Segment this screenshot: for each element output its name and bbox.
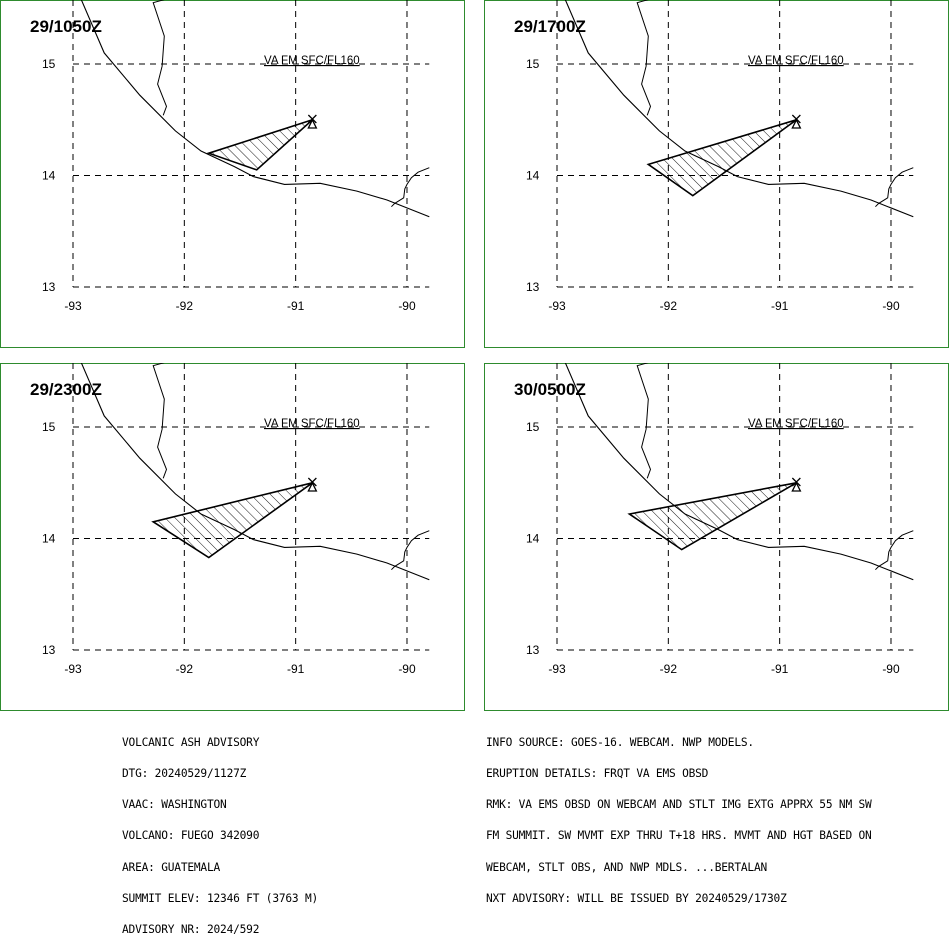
lon-tick-label: -93 xyxy=(64,299,82,313)
map-layer xyxy=(556,363,914,651)
map-canvas: 15 14 13 -93 -92 -91 -90 VA FM SFC/FL160 xyxy=(484,0,949,348)
border-mexico-guatemala xyxy=(152,363,168,479)
border-mexico-guatemala xyxy=(152,0,168,116)
ash-cloud-polygon xyxy=(646,119,797,197)
lat-tick-label: 13 xyxy=(42,643,56,657)
panel-frame xyxy=(0,363,465,711)
border-mexico-guatemala xyxy=(636,363,652,479)
advisory-line: VOLCANIC ASH ADVISORY xyxy=(122,735,260,749)
panel-time-label: 30/0500Z xyxy=(514,380,586,399)
map-layer xyxy=(556,0,914,288)
lon-tick-label: -90 xyxy=(882,662,900,676)
map-layer xyxy=(72,363,430,651)
volcano-triangle-icon xyxy=(791,118,802,129)
lat-tick-label: 15 xyxy=(526,420,540,434)
advisory-info-right: INFO SOURCE: GOES-16. WEBCAM. NWP MODELS… xyxy=(486,717,872,915)
advisory-line: SUMMIT ELEV: 12346 FT (3763 M) xyxy=(122,891,319,905)
volcano-icon xyxy=(307,477,318,492)
volcano-icon xyxy=(791,114,802,129)
lon-tick-label: -92 xyxy=(660,662,678,676)
lon-tick-label: -91 xyxy=(771,662,789,676)
panel-frame xyxy=(0,0,465,348)
lon-tick-label: -93 xyxy=(548,299,566,313)
va-height-label: VA FM SFC/FL160 xyxy=(748,418,844,430)
volcano-icon xyxy=(307,114,318,129)
advisory-line: FM SUMMIT. SW MVMT EXP THRU T+18 HRS. MV… xyxy=(486,829,872,843)
coastline xyxy=(80,363,430,581)
lon-tick-label: -90 xyxy=(398,299,416,313)
volcano-x-icon xyxy=(791,114,801,124)
lon-tick-label: -90 xyxy=(398,662,416,676)
map-canvas: 15 14 13 -93 -92 -91 -90 VA FM SFC/FL160 xyxy=(0,363,465,711)
va-height-label: VA FM SFC/FL160 xyxy=(748,55,844,67)
ash-cloud-polygon xyxy=(627,482,797,551)
volcano-triangle-icon xyxy=(307,118,318,129)
map-layer xyxy=(72,0,430,288)
advisory-line: VOLCANO: FUEGO 342090 xyxy=(122,829,260,843)
volcano-triangle-icon xyxy=(791,481,802,492)
ash-cloud-polygon xyxy=(206,119,313,171)
lat-tick-label: 14 xyxy=(42,169,56,183)
advisory-line: VAAC: WASHINGTON xyxy=(122,798,227,812)
advisory-line: NXT ADVISORY: WILL BE ISSUED BY 20240529… xyxy=(486,891,787,905)
panel-frame xyxy=(484,0,949,348)
border-guatemala-elsalvador xyxy=(875,530,914,571)
lat-tick-label: 14 xyxy=(526,532,540,546)
lat-tick-label: 13 xyxy=(526,643,540,657)
lon-tick-label: -91 xyxy=(287,299,305,313)
map-panel-3: 15 14 13 -93 -92 -91 -90 VA FM SFC/FL160 29/2300… xyxy=(0,363,465,711)
lon-tick-label: -93 xyxy=(548,662,566,676)
lat-tick-label: 13 xyxy=(42,280,56,294)
lat-tick-label: 14 xyxy=(42,532,56,546)
lon-tick-label: -92 xyxy=(176,662,194,676)
border-guatemala-elsalvador xyxy=(875,167,914,208)
coastline xyxy=(80,0,430,218)
map-canvas: 15 14 13 -93 -92 -91 -90 VA FM SFC/FL160 xyxy=(484,363,949,711)
lon-tick-label: -91 xyxy=(287,662,305,676)
lat-tick-label: 15 xyxy=(526,57,540,71)
lon-tick-label: -92 xyxy=(176,299,194,313)
map-panel-2: 15 14 13 -93 -92 -91 -90 VA FM SFC/FL160 29/1700… xyxy=(484,0,949,348)
advisory-info-left: VOLCANIC ASH ADVISORY DTG: 20240529/1127… xyxy=(122,717,318,946)
border-mexico-guatemala xyxy=(636,0,652,116)
coastline xyxy=(564,363,914,581)
volcano-triangle-icon xyxy=(307,481,318,492)
lon-tick-label: -91 xyxy=(771,299,789,313)
advisory-line: INFO SOURCE: GOES-16. WEBCAM. NWP MODELS… xyxy=(486,735,754,749)
advisory-line: DTG: 20240529/1127Z xyxy=(122,767,247,781)
lon-tick-label: -90 xyxy=(882,299,900,313)
volcano-x-icon xyxy=(307,477,317,487)
advisory-line: WEBCAM, STLT OBS, AND NWP MDLS. ...BERTA… xyxy=(486,860,768,874)
border-guatemala-elsalvador xyxy=(391,167,430,208)
map-canvas: 15 14 13 -93 -92 -91 -90 VA FM SFC/FL160 xyxy=(0,0,465,348)
lat-tick-label: 14 xyxy=(526,169,540,183)
va-height-label: VA FM SFC/FL160 xyxy=(264,418,360,430)
coastline xyxy=(564,0,914,218)
border-guatemala-elsalvador xyxy=(391,530,430,571)
advisory-line: RMK: VA EMS OBSD ON WEBCAM AND STLT IMG … xyxy=(486,798,872,812)
map-panel-4: 15 14 13 -93 -92 -91 -90 VA FM SFC/FL160 30/0500… xyxy=(484,363,949,711)
volcano-x-icon xyxy=(307,114,317,124)
map-panel-1: 15 14 13 -93 -92 -91 -90 VA FM SFC/FL160 29/1050… xyxy=(0,0,465,348)
lat-tick-label: 13 xyxy=(526,280,540,294)
panel-time-label: 29/1050Z xyxy=(30,17,102,36)
ash-cloud-polygon xyxy=(151,482,313,559)
va-height-label: VA FM SFC/FL160 xyxy=(264,55,360,67)
volcano-x-icon xyxy=(791,477,801,487)
lat-tick-label: 15 xyxy=(42,57,56,71)
advisory-line: ERUPTION DETAILS: FRQT VA EMS OBSD xyxy=(486,767,709,781)
volcano-icon xyxy=(791,477,802,492)
lon-tick-label: -93 xyxy=(64,662,82,676)
panel-time-label: 29/1700Z xyxy=(514,17,586,36)
advisory-line: ADVISORY NR: 2024/592 xyxy=(122,923,260,937)
panel-time-label: 29/2300Z xyxy=(30,380,102,399)
panel-frame xyxy=(484,363,949,711)
lat-tick-label: 15 xyxy=(42,420,56,434)
advisory-line: AREA: GUATEMALA xyxy=(122,860,221,874)
lon-tick-label: -92 xyxy=(660,299,678,313)
